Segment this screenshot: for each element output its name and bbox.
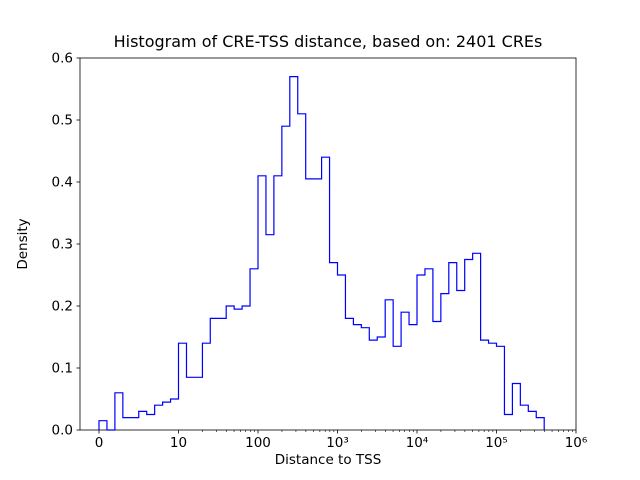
x-tick-label: 10: [170, 435, 187, 451]
y-tick-label: 0.5: [52, 113, 73, 129]
x-tick-label: 100: [245, 435, 271, 451]
axes-spines: [79, 57, 577, 431]
chart-title: Histogram of CRE-TSS distance, based on:…: [114, 32, 543, 51]
y-tick-label: 0.6: [52, 51, 73, 67]
x-axis-label: Distance to TSS: [275, 452, 382, 468]
y-tick-label: 0.4: [52, 175, 73, 191]
y-axis-label: Density: [15, 218, 31, 269]
x-tick-label: 10³: [326, 435, 349, 451]
y-tick-label: 0.2: [52, 299, 73, 315]
x-tick-label: 10⁵: [485, 435, 508, 451]
histogram-step-line: [98, 76, 545, 431]
y-tick-label: 0.1: [52, 361, 73, 377]
plot-area: 0 10 100 10³ 10⁴ 10⁵ 10⁶ 0.0 0.1 0.2 0.3 0.4 0.5 0.6: [52, 51, 588, 452]
x-tick-label: 10⁶: [565, 435, 588, 451]
y-tick-label: 0.0: [52, 423, 73, 439]
y-tick-label: 0.3: [52, 237, 73, 253]
x-tick-label: 10⁴: [406, 435, 429, 451]
x-tick-label: 0: [95, 435, 104, 451]
